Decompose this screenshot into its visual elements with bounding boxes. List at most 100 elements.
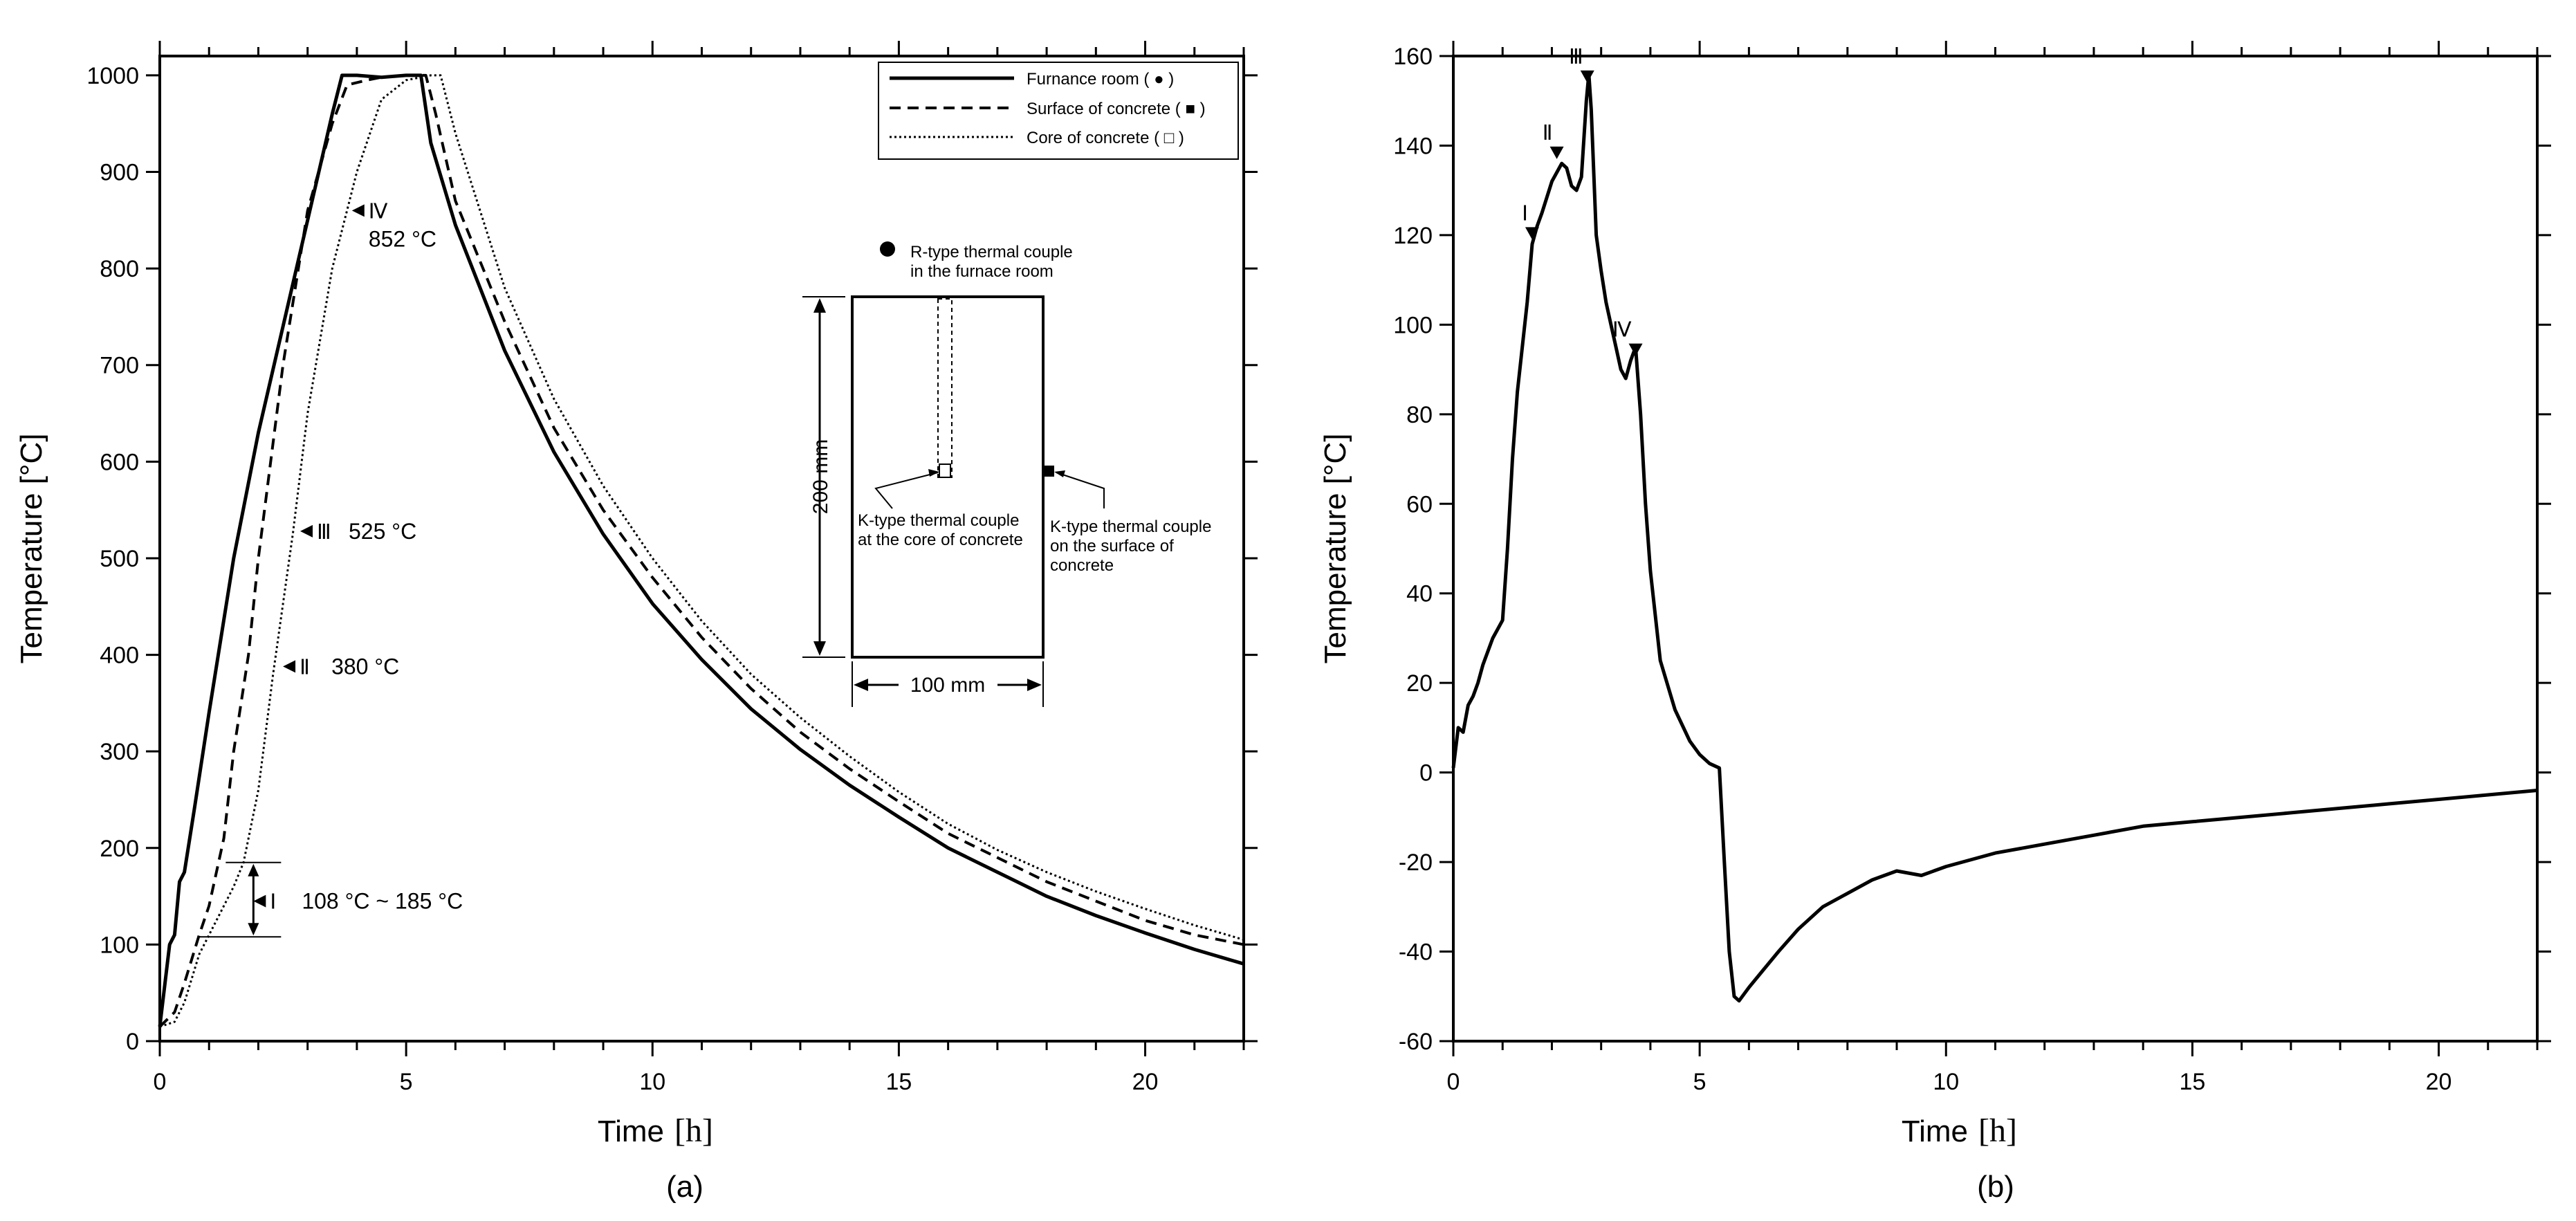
panel-a-annotation-marker: Ⅲ xyxy=(317,521,331,544)
surface-thermocouple-marker xyxy=(1043,466,1054,477)
panel-b-ytick-label: 60 xyxy=(1406,491,1433,517)
panel-b-annotations: Ⅰ Ⅱ Ⅲ Ⅳ xyxy=(1522,46,1643,356)
panel-a-annotation-arrow xyxy=(300,524,313,538)
width-dim-arrow-left xyxy=(854,679,868,691)
panel-b-annotation-marker: Ⅳ xyxy=(1612,319,1632,342)
stage1-range-arrow-down xyxy=(248,923,259,936)
panel-b-series-temperature-difference xyxy=(1451,72,2538,1003)
panel-b-ytick-label: 100 xyxy=(1393,312,1433,338)
panel-a-ytick-label: 500 xyxy=(100,546,139,572)
panel-b-ticks: 0 5 10 15 20 -60 -40 -20 0 20 40 60 80 100 120 140 160 xyxy=(1393,41,2551,1095)
panel-a-ytick-label: 1000 xyxy=(86,63,139,89)
panel-b-annotation-marker: Ⅰ xyxy=(1522,202,1528,225)
panel-a-ytick-label: 200 xyxy=(100,836,139,862)
stage1-range-arrow-up xyxy=(248,863,259,876)
panel-b-annotation-arrow xyxy=(1628,343,1643,356)
panel-a-xunit: [h] xyxy=(674,1112,713,1149)
panel-b-xtick-label: 0 xyxy=(1447,1069,1460,1095)
legend-label-surface: Surface of concrete ( ■ ) xyxy=(1027,100,1206,118)
panel-b-xunit: [h] xyxy=(1978,1112,2017,1149)
core-leader-arrowhead xyxy=(928,469,939,477)
panel-a-xlabel: Time xyxy=(598,1114,664,1148)
panel-b-xtick-label: 10 xyxy=(1933,1069,1959,1095)
rtype-label-line1: R-type thermal couple xyxy=(910,243,1073,261)
panel-b-annotation-marker: Ⅱ xyxy=(1543,122,1553,145)
panel-a-annotation-arrow xyxy=(351,204,365,217)
panel-a-ytick-label: 600 xyxy=(100,449,139,475)
panel-b-annotation-arrow xyxy=(1549,146,1564,159)
panel-b-ytick-label: 140 xyxy=(1393,133,1433,159)
panel-a-annotation-arrow xyxy=(283,660,296,673)
panel-a-annotation-marker: Ⅱ xyxy=(300,656,310,679)
panel-a-legend: Furnance room ( ● ) Surface of concrete … xyxy=(878,62,1239,160)
panel-b-xlabel: Time xyxy=(1902,1114,1968,1148)
surface-label-line1: K-type thermal couple xyxy=(1050,517,1211,536)
panel-a-xtick-label: 10 xyxy=(639,1069,665,1095)
panel-a-ytick-label: 900 xyxy=(100,160,139,186)
panel-a-series-core-of-concrete xyxy=(159,74,1244,1028)
panel-a-annotation-text: 380 °C xyxy=(331,654,399,679)
rtype-label-line2: in the furnace room xyxy=(910,262,1054,281)
specimen-inset: R-type thermal couple in the furnace roo… xyxy=(802,241,1211,707)
height-dim-arrow-down xyxy=(813,641,826,656)
surface-label-line2: on the surface of xyxy=(1050,537,1174,556)
panel-a-annotation-text: 108 °C ~ 185 °C xyxy=(302,889,463,914)
panel-b-ytick-label: -40 xyxy=(1399,939,1433,966)
panel-a-label: (a) xyxy=(666,1170,703,1204)
panel-b-ytick-label: 40 xyxy=(1406,581,1433,607)
panel-a-xtick-label: 5 xyxy=(400,1069,413,1095)
core-thermocouple-marker xyxy=(939,463,951,478)
panel-b-ytick-label: 120 xyxy=(1393,223,1433,249)
panel-a-annotation-arrow xyxy=(253,894,266,908)
panel-a-ytick-label: 800 xyxy=(100,256,139,282)
panel-b-ytick-label: -60 xyxy=(1399,1029,1433,1055)
panel-a-ytick-label: 700 xyxy=(100,353,139,379)
panel-b-ylabel: Temperature [°C] xyxy=(1318,433,1352,663)
panel-b-annotation-arrow xyxy=(1580,70,1594,83)
panel-a-ytick-label: 0 xyxy=(126,1029,139,1055)
panel-a-ytick-label: 100 xyxy=(100,932,139,958)
core-label-line1: K-type thermal couple xyxy=(858,511,1019,530)
panel-b-series xyxy=(1451,72,2538,1003)
panel-a-annotation-text: 852 °C xyxy=(369,226,436,251)
panel-a-series-furnance-room xyxy=(158,73,1244,1027)
panel-b-ytick-label: 20 xyxy=(1406,670,1433,697)
rtype-thermocouple-dot xyxy=(880,241,895,257)
panel-a-series-surface-of-concrete xyxy=(158,73,1244,1028)
panel-b-xtick-label: 5 xyxy=(1693,1069,1706,1095)
core-label-line2: at the core of concrete xyxy=(858,531,1023,549)
panel-a-xtick-label: 0 xyxy=(154,1069,167,1095)
surface-label-leader xyxy=(1056,472,1105,508)
panel-a-annotations: Ⅳ 852 °C Ⅲ 525 °C Ⅱ 380 °C Ⅰ 108 °C ~ 185 °C xyxy=(198,200,463,938)
panel-a-xtick-label: 15 xyxy=(885,1069,912,1095)
width-dim-arrow-right xyxy=(1027,679,1042,691)
legend-label-core: Core of concrete ( □ ) xyxy=(1027,129,1184,147)
panel-b-ytick-label: 80 xyxy=(1406,402,1433,428)
panel-b-ytick-label: -20 xyxy=(1399,850,1433,876)
panel-b-plot-frame xyxy=(1452,55,2539,1043)
panel-b-ytick-label: 160 xyxy=(1393,44,1433,70)
core-label-leader xyxy=(874,472,939,509)
panel-b: 0 5 10 15 20 -60 -40 -20 0 20 40 60 80 100 120 140 160 Ⅰ… xyxy=(1318,41,2551,1204)
panel-b-xtick-label: 20 xyxy=(2426,1069,2452,1095)
panel-b-annotation-marker: Ⅲ xyxy=(1569,46,1583,68)
panel-a-series xyxy=(158,73,1244,1028)
panel-a-xtick-label: 20 xyxy=(1132,1069,1159,1095)
panel-a: 0 5 10 15 2001002003004005006007008009001000… xyxy=(15,41,1258,1204)
width-dim-label: 100 mm xyxy=(910,674,985,697)
panel-a-annotation-marker: Ⅰ xyxy=(270,891,276,914)
panel-a-ylabel: Temperature [°C] xyxy=(15,433,48,663)
panel-b-ytick-label: 0 xyxy=(1419,760,1433,787)
panel-b-xtick-label: 15 xyxy=(2179,1069,2205,1095)
panel-b-label: (b) xyxy=(1977,1170,2014,1204)
panel-b-annotation-arrow xyxy=(1525,227,1539,240)
height-dim-arrow-up xyxy=(813,298,826,313)
height-dim-label: 200 mm xyxy=(809,439,832,514)
panel-a-annotation-marker: Ⅳ xyxy=(369,200,388,223)
surface-leader-arrowhead xyxy=(1054,470,1065,477)
panel-a-ytick-label: 300 xyxy=(100,739,139,765)
panel-a-ytick-label: 400 xyxy=(100,643,139,669)
